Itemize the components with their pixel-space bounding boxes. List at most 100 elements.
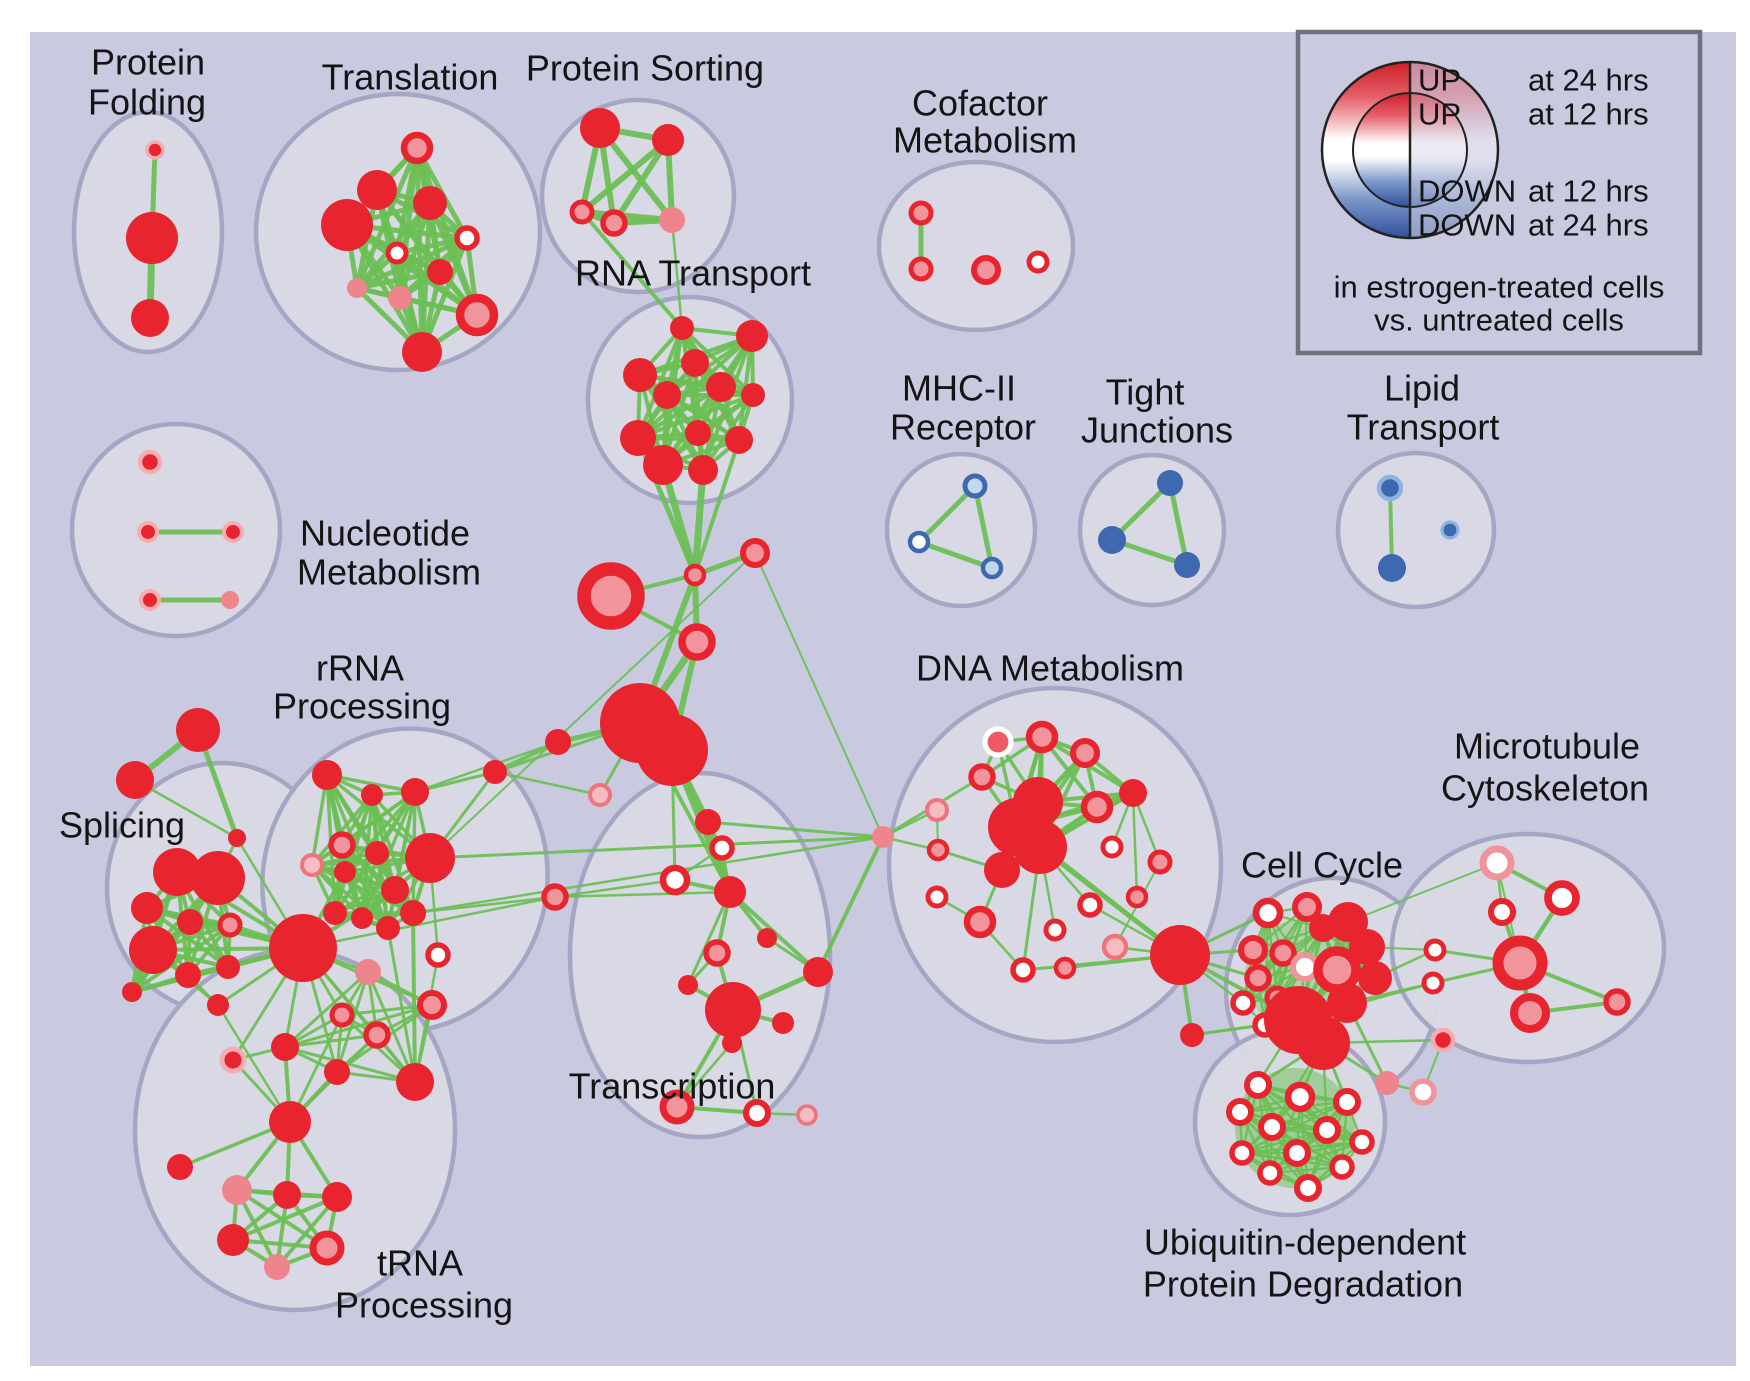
interaction-edge bbox=[670, 218, 684, 330]
interaction-edge bbox=[1268, 1140, 1364, 1175]
legend-text: DOWN bbox=[1418, 174, 1516, 209]
interaction-edge bbox=[816, 835, 885, 974]
interaction-edge bbox=[972, 483, 995, 571]
legend-text: at 24 hrs bbox=[1528, 208, 1649, 243]
legend-text: at 12 hrs bbox=[1528, 174, 1649, 209]
gene-node bbox=[623, 358, 657, 392]
gene-node bbox=[803, 957, 833, 987]
gene-node bbox=[334, 861, 356, 883]
gene-node bbox=[264, 1254, 290, 1280]
gene-node bbox=[1257, 1112, 1287, 1142]
gene-node bbox=[271, 1033, 299, 1061]
interaction-edge bbox=[553, 890, 732, 899]
cluster-label: Junctions bbox=[1081, 410, 1233, 451]
gene-node bbox=[742, 1098, 772, 1128]
gene-node bbox=[175, 962, 201, 988]
interaction-edge bbox=[411, 835, 885, 915]
interaction-edge bbox=[310, 863, 415, 915]
gene-node bbox=[300, 853, 324, 877]
gene-node bbox=[1603, 988, 1631, 1016]
gene-node bbox=[1150, 925, 1210, 985]
gene-node bbox=[400, 900, 426, 926]
gene-node bbox=[219, 1046, 247, 1074]
interaction-edge bbox=[354, 269, 443, 291]
gene-node bbox=[1290, 952, 1320, 982]
gene-node bbox=[736, 320, 768, 352]
cluster-lipid-transport bbox=[1335, 450, 1497, 610]
legend-gradient-half bbox=[1353, 93, 1410, 207]
gene-node bbox=[1101, 933, 1129, 961]
gene-node bbox=[703, 939, 731, 967]
cluster-label: Transport bbox=[1347, 407, 1500, 448]
gene-node bbox=[908, 256, 934, 282]
gene-node bbox=[971, 255, 1001, 285]
gene-node bbox=[1378, 554, 1406, 582]
gene-node bbox=[714, 876, 746, 908]
gene-node bbox=[681, 349, 709, 377]
gene-node bbox=[131, 299, 169, 337]
gene-node bbox=[1479, 845, 1515, 881]
cluster-tight-junctions bbox=[1077, 452, 1227, 608]
gene-node bbox=[580, 108, 620, 148]
gene-node bbox=[1492, 935, 1548, 991]
interaction-edge bbox=[553, 878, 677, 899]
gene-node bbox=[401, 778, 429, 806]
gene-node bbox=[221, 520, 245, 544]
interaction-edge bbox=[706, 820, 885, 839]
interaction-edge bbox=[580, 210, 684, 330]
gene-node bbox=[1409, 1078, 1437, 1106]
gene-node bbox=[217, 912, 243, 938]
cluster-label: rRNA bbox=[316, 648, 404, 689]
gene-node bbox=[569, 199, 595, 225]
gene-node bbox=[1229, 1140, 1255, 1166]
legend-text: at 24 hrs bbox=[1528, 63, 1649, 98]
gene-node bbox=[925, 798, 949, 822]
cluster-label: Tight bbox=[1106, 372, 1185, 413]
gene-node bbox=[982, 726, 1014, 758]
gene-node bbox=[222, 1175, 252, 1205]
gene-node bbox=[328, 831, 356, 859]
gene-node bbox=[1230, 990, 1256, 1016]
gene-node bbox=[1293, 1173, 1323, 1203]
interaction-edge bbox=[693, 438, 741, 577]
gene-node bbox=[545, 729, 571, 755]
legend-caption: vs. untreated cells bbox=[1374, 303, 1624, 338]
interaction-edge bbox=[231, 1195, 339, 1242]
gene-node bbox=[907, 530, 931, 554]
gene-node bbox=[1238, 935, 1268, 965]
gene-node bbox=[126, 212, 178, 264]
gene-node bbox=[323, 901, 347, 925]
gene-node bbox=[454, 225, 480, 251]
gene-node bbox=[385, 241, 409, 265]
gene-node bbox=[207, 994, 229, 1016]
cluster-label: DNA Metabolism bbox=[916, 648, 1184, 689]
interaction-edge bbox=[428, 835, 885, 860]
gene-node bbox=[131, 892, 163, 924]
gene-node bbox=[1282, 1138, 1312, 1168]
gene-node bbox=[273, 1181, 301, 1209]
gene-node bbox=[962, 473, 988, 499]
cluster-label: Metabolism bbox=[297, 552, 481, 593]
gene-node bbox=[376, 916, 400, 940]
gene-node bbox=[153, 848, 201, 896]
gene-node bbox=[357, 170, 397, 210]
gene-node bbox=[1225, 1097, 1255, 1127]
interaction-edge bbox=[665, 334, 754, 397]
interaction-edge bbox=[310, 793, 374, 867]
legend-text: at 12 hrs bbox=[1528, 97, 1649, 132]
gene-node bbox=[425, 942, 451, 968]
gene-node bbox=[1296, 1016, 1350, 1070]
nodes bbox=[116, 108, 1631, 1280]
gene-node bbox=[413, 186, 447, 220]
gene-node bbox=[722, 1033, 742, 1053]
gene-node bbox=[1257, 1160, 1283, 1186]
interaction-edge bbox=[130, 923, 232, 994]
cluster-label: Splicing bbox=[59, 805, 185, 846]
cluster-cofactor-metabolism bbox=[876, 159, 1076, 333]
gene-node bbox=[177, 909, 203, 935]
cluster-label: Lipid bbox=[1384, 368, 1460, 409]
interaction-edge bbox=[1167, 480, 1190, 568]
gene-node bbox=[670, 316, 694, 340]
gene-node bbox=[872, 826, 894, 848]
